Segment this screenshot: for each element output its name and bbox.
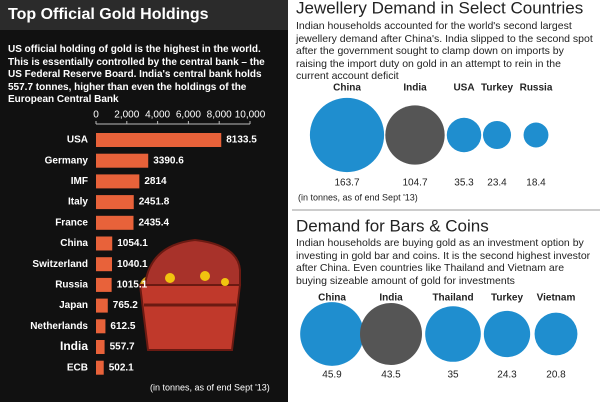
bubble bbox=[425, 306, 481, 362]
data-label: 612.5 bbox=[110, 321, 135, 332]
note: (in tonnes, as of end Sept '13) bbox=[298, 192, 418, 202]
bar bbox=[96, 153, 149, 168]
y-tick-label: Switzerland bbox=[32, 259, 88, 270]
category-label: USA bbox=[453, 83, 474, 94]
note: (in tonnes, as of end Sept '13) bbox=[150, 382, 270, 392]
data-label: 35.3 bbox=[454, 178, 474, 189]
data-label: 8133.5 bbox=[226, 135, 257, 146]
data-label: 23.4 bbox=[487, 178, 507, 189]
x-tick-label: 4,000 bbox=[145, 110, 170, 121]
y-tick-label: Japan bbox=[59, 300, 88, 311]
chart-title: Demand for Bars & Coins bbox=[296, 216, 489, 235]
data-label: 43.5 bbox=[381, 370, 401, 381]
treasure-chest bbox=[138, 238, 242, 351]
left-panel bbox=[0, 0, 288, 402]
bubble bbox=[309, 97, 385, 173]
y-tick-label: USA bbox=[67, 135, 88, 146]
data-label: 2451.8 bbox=[139, 197, 170, 208]
subtitle: US official holding of gold is the highe… bbox=[8, 44, 265, 105]
x-tick-label: 8,000 bbox=[207, 110, 232, 121]
data-label: 163.7 bbox=[334, 178, 359, 189]
bar bbox=[96, 133, 222, 147]
bubble bbox=[300, 302, 364, 366]
data-label: 1015.1 bbox=[117, 280, 148, 291]
category-label: China bbox=[318, 293, 346, 304]
x-tick-label: 10,000 bbox=[235, 110, 266, 121]
bar bbox=[96, 215, 134, 230]
y-tick-label: Netherlands bbox=[30, 321, 88, 332]
category-label: Turkey bbox=[481, 83, 513, 94]
y-tick-label: Germany bbox=[45, 155, 89, 166]
data-label: 2814 bbox=[144, 176, 167, 187]
category-label: India bbox=[379, 293, 403, 304]
y-tick-label: IMF bbox=[71, 176, 88, 187]
category-label: Turkey bbox=[491, 293, 523, 304]
bar bbox=[96, 174, 140, 189]
title-bar bbox=[0, 0, 288, 30]
y-tick-label: India bbox=[60, 339, 88, 353]
data-label: 557.7 bbox=[110, 342, 135, 353]
data-label: 35 bbox=[447, 370, 459, 381]
data-label: 18.4 bbox=[526, 178, 546, 189]
category-label: Vietnam bbox=[537, 293, 576, 304]
bubble bbox=[483, 310, 531, 358]
x-tick-label: 0 bbox=[93, 110, 99, 121]
bar bbox=[96, 340, 105, 354]
data-label: 765.2 bbox=[113, 300, 138, 311]
bar bbox=[96, 319, 106, 334]
data-label: 2435.4 bbox=[139, 217, 170, 228]
category-label: Russia bbox=[520, 83, 553, 94]
subtitle: Indian households accounted for the worl… bbox=[296, 20, 593, 82]
y-tick-label: France bbox=[55, 217, 88, 228]
y-tick-label: China bbox=[60, 238, 88, 249]
y-tick-label: Russia bbox=[55, 280, 88, 291]
bar bbox=[96, 298, 108, 313]
bubble bbox=[360, 303, 422, 365]
bubble bbox=[482, 120, 512, 150]
category-label: Thailand bbox=[432, 293, 473, 304]
data-label: 104.7 bbox=[402, 178, 427, 189]
chart-title: Top Official Gold Holdings bbox=[8, 6, 209, 23]
data-label: 502.1 bbox=[109, 362, 134, 373]
data-label: 3390.6 bbox=[153, 155, 184, 166]
data-label: 20.8 bbox=[546, 370, 566, 381]
category-label: India bbox=[403, 83, 427, 94]
bubble bbox=[446, 117, 482, 153]
bar bbox=[96, 257, 113, 272]
y-tick-label: ECB bbox=[67, 362, 88, 373]
subtitle: Indian households are buying gold as an … bbox=[296, 237, 591, 287]
y-tick-label: Italy bbox=[68, 197, 88, 208]
bar bbox=[96, 236, 113, 251]
bar bbox=[96, 277, 112, 292]
chart-title: Jewellery Demand in Select Countries bbox=[296, 0, 583, 17]
x-tick-label: 2,000 bbox=[114, 110, 139, 121]
bar bbox=[96, 195, 134, 210]
bubble bbox=[534, 312, 578, 356]
data-label: 24.3 bbox=[497, 370, 517, 381]
category-label: China bbox=[333, 83, 361, 94]
data-label: 1040.1 bbox=[117, 259, 148, 270]
bubble bbox=[523, 122, 549, 148]
bubble bbox=[385, 105, 445, 165]
bar bbox=[96, 360, 104, 375]
data-label: 1054.1 bbox=[117, 238, 148, 249]
data-label: 45.9 bbox=[322, 370, 342, 381]
x-tick-label: 6,000 bbox=[176, 110, 201, 121]
